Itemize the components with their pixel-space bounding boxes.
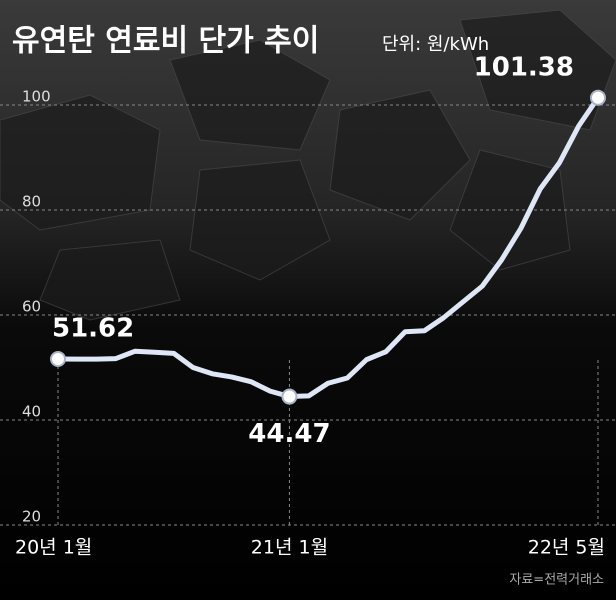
- x-tick-label: 20년 1월: [15, 537, 92, 559]
- y-tick-label: 80: [22, 193, 41, 211]
- line: [57, 96, 601, 400]
- x-tick-label: 21년 1월: [251, 537, 328, 559]
- chart-title: 유연탄 연료비 단가 추이: [12, 24, 319, 59]
- y-tick-label: 60: [22, 298, 41, 316]
- chart-subtitle: 단위: 원/kWh: [382, 34, 489, 55]
- value-label: 44.47: [248, 419, 330, 449]
- y-tick-label: 40: [22, 403, 41, 421]
- point: [281, 388, 298, 405]
- point: [50, 350, 66, 367]
- value-label: 51.62: [52, 313, 134, 343]
- x-tick-label: 22년 5월: [528, 537, 605, 559]
- y-tick-label: 20: [22, 508, 41, 526]
- point: [590, 89, 606, 106]
- source: 자료=전력거래소: [509, 573, 604, 588]
- coal-texture: [0, 9, 616, 321]
- value-label: 101.38: [474, 52, 574, 82]
- y-tick-label: 100: [22, 88, 51, 106]
